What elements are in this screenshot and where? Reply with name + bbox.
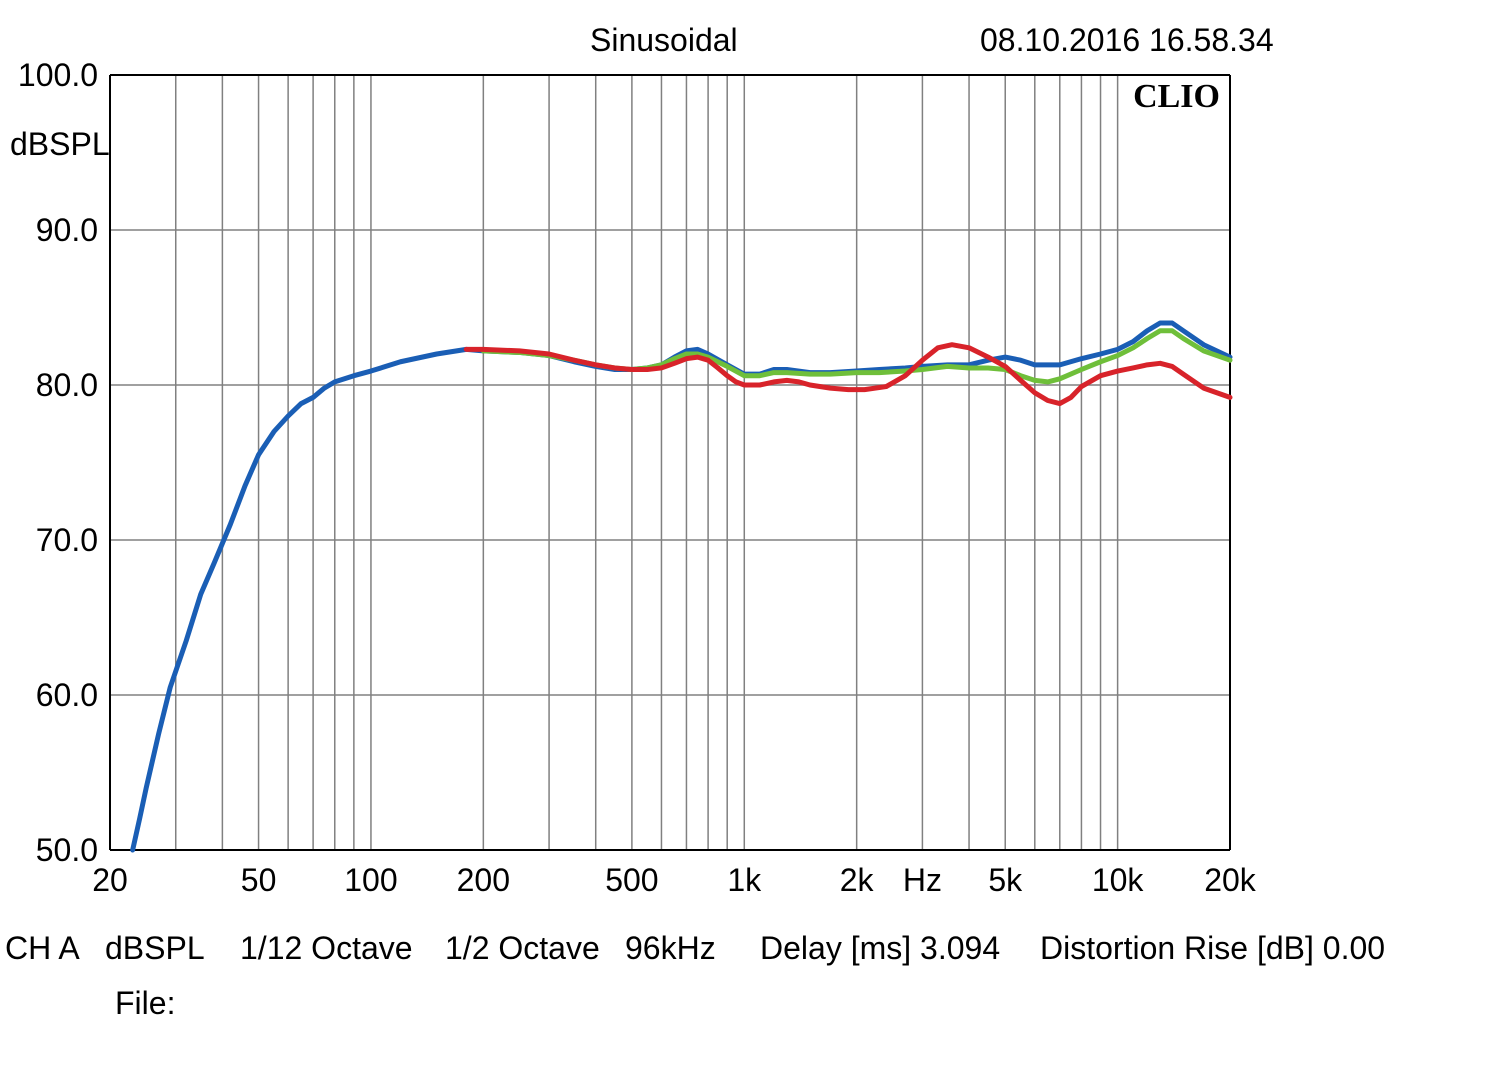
brand-label: CLIO <box>1133 78 1220 115</box>
x-tick-label: 50 <box>241 862 277 899</box>
footer-samplerate: 96kHz <box>625 930 716 967</box>
footer-delay: Delay [ms] 3.094 <box>760 930 1000 967</box>
chart-timestamp: 08.10.2016 16.58.34 <box>980 22 1274 59</box>
footer-smoothing1: 1/12 Octave <box>240 930 413 967</box>
chart-container: Sinusoidal 08.10.2016 16.58.34 dBSPL CLI… <box>0 0 1500 1074</box>
x-tick-label: 500 <box>605 862 658 899</box>
x-axis-unit: Hz <box>903 862 942 899</box>
footer-channel: CH A <box>5 930 80 967</box>
x-tick-label: 10k <box>1092 862 1144 899</box>
y-tick-label: 100.0 <box>8 57 98 94</box>
x-tick-label: 1k <box>727 862 761 899</box>
chart-title: Sinusoidal <box>590 22 738 59</box>
plot-canvas: CLIO <box>0 0 1500 1074</box>
y-axis-unit: dBSPL <box>10 126 110 163</box>
footer-unit: dBSPL <box>105 930 205 967</box>
x-tick-label: 200 <box>457 862 510 899</box>
x-tick-label: 100 <box>344 862 397 899</box>
x-tick-label: 2k <box>840 862 874 899</box>
x-tick-label: 20k <box>1204 862 1256 899</box>
footer-file-label: File: <box>115 985 175 1022</box>
y-tick-label: 70.0 <box>8 522 98 559</box>
footer-smoothing2: 1/2 Octave <box>445 930 600 967</box>
y-tick-label: 60.0 <box>8 677 98 714</box>
footer-distortion: Distortion Rise [dB] 0.00 <box>1040 930 1385 967</box>
x-tick-label: 20 <box>92 862 128 899</box>
x-tick-label: 5k <box>988 862 1022 899</box>
y-tick-label: 90.0 <box>8 212 98 249</box>
y-tick-label: 50.0 <box>8 832 98 869</box>
y-tick-label: 80.0 <box>8 367 98 404</box>
